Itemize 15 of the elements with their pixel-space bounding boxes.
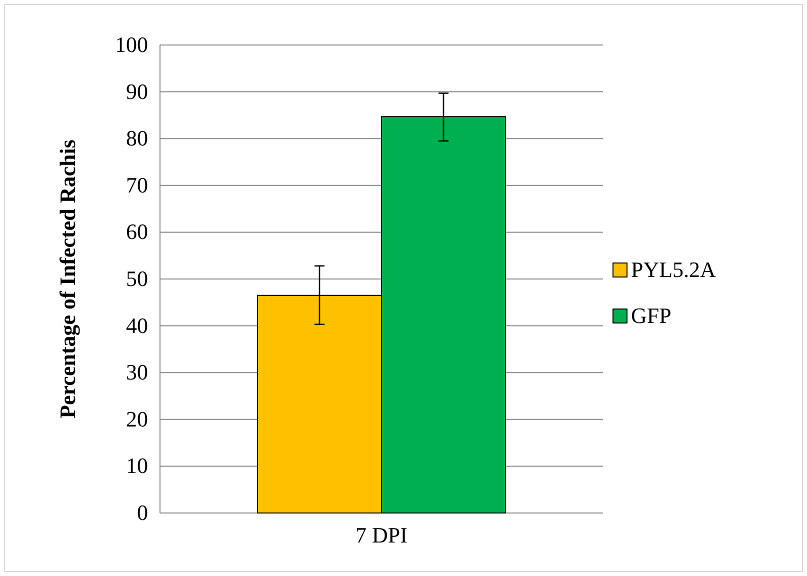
y-tick-label: 70 xyxy=(126,172,148,198)
y-tick-label: 20 xyxy=(126,406,148,432)
y-tick-label: 80 xyxy=(126,126,148,151)
y-tick-label: 100 xyxy=(115,32,148,58)
y-tick-label: 60 xyxy=(126,219,148,244)
y-tick-label: 10 xyxy=(126,453,148,478)
y-tick-label: 90 xyxy=(126,78,148,104)
y-tick-label: 50 xyxy=(126,266,148,292)
legend-label: PYL5.2A xyxy=(631,257,716,282)
y-tick-label: 30 xyxy=(126,360,148,385)
y-tick-label: 0 xyxy=(137,500,148,526)
x-tick-label: 7 DPI xyxy=(356,522,408,548)
y-tick-label: 40 xyxy=(126,312,148,338)
legend-label: GFP xyxy=(631,303,672,328)
y-axis-title: Percentage of Infected Rachis xyxy=(55,139,80,418)
